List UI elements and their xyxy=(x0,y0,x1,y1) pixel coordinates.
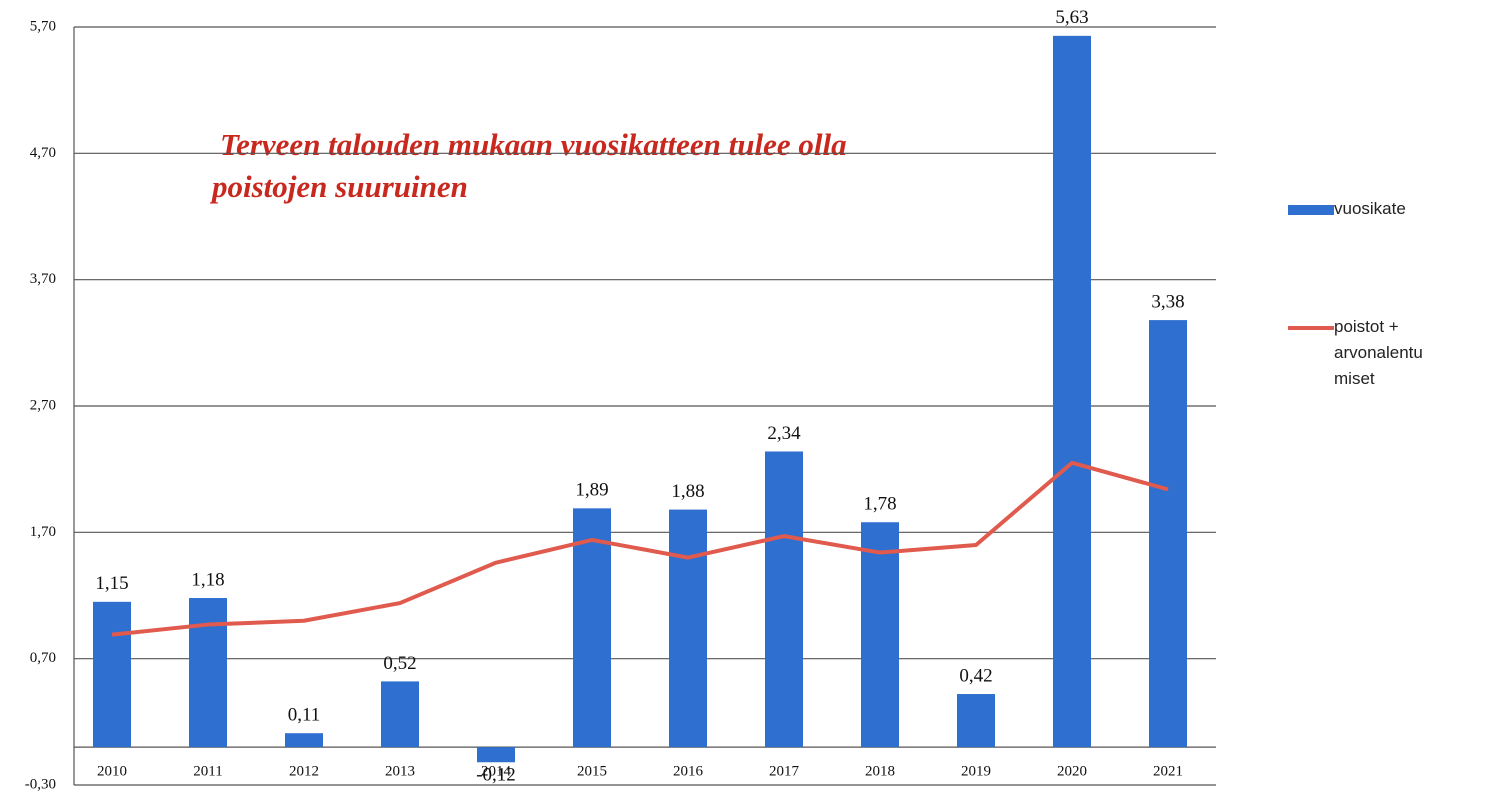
data-label: 3,38 xyxy=(1151,291,1184,312)
bar xyxy=(669,509,707,748)
data-label: 2,34 xyxy=(767,423,801,444)
bar xyxy=(1149,320,1187,748)
bar xyxy=(1053,35,1091,748)
bar xyxy=(285,733,323,748)
data-label: 1,18 xyxy=(191,569,224,590)
data-label: 0,52 xyxy=(383,653,416,674)
x-tick-label: 2021 xyxy=(1153,763,1183,779)
x-tick-label: 2013 xyxy=(385,763,415,779)
x-tick-label: 2010 xyxy=(97,763,127,779)
annotation: Terveen talouden mukaan vuosikatteen tul… xyxy=(220,127,847,162)
x-tick-label: 2018 xyxy=(865,763,895,779)
bar xyxy=(477,747,515,763)
legend-swatch xyxy=(1288,205,1334,215)
y-tick-label: 1,70 xyxy=(30,524,56,540)
data-label: -0,12 xyxy=(476,765,516,786)
bar xyxy=(93,601,131,748)
grid xyxy=(74,26,1216,786)
x-tick-label: 2011 xyxy=(193,763,222,779)
legend-item: vuosikate xyxy=(1288,196,1434,222)
x-tick-label: 2012 xyxy=(289,763,319,779)
bar xyxy=(189,598,227,748)
y-tick-label: 5,70 xyxy=(30,18,56,34)
y-tick-label: 2,70 xyxy=(30,397,56,413)
legend-label: poistot + arvonalentumiset xyxy=(1334,317,1423,388)
legend-swatch xyxy=(1288,326,1334,330)
data-label: 0,42 xyxy=(959,665,992,686)
x-tick-label: 2015 xyxy=(577,763,607,779)
x-tick-label: 2016 xyxy=(673,763,704,779)
data-label: 1,78 xyxy=(863,494,896,515)
annotation: poistojen suuruinen xyxy=(209,169,468,204)
bar xyxy=(861,522,899,748)
legend-label: vuosikate xyxy=(1334,199,1406,218)
x-tick-label: 2020 xyxy=(1057,763,1087,779)
data-label: 5,63 xyxy=(1055,7,1088,28)
bar xyxy=(957,694,995,748)
y-tick-label: 3,70 xyxy=(30,271,56,287)
legend-item: poistot + arvonalentumiset xyxy=(1288,314,1434,392)
y-tick-label: 0,70 xyxy=(30,650,56,666)
y-tick-label: 4,70 xyxy=(30,145,56,161)
line xyxy=(111,460,1169,637)
data-label: 1,88 xyxy=(671,481,704,502)
data-label: 1,89 xyxy=(575,480,608,501)
bar xyxy=(765,451,803,748)
data-label: 0,11 xyxy=(288,705,321,726)
bar xyxy=(381,681,419,748)
bar xyxy=(573,508,611,748)
y-tick-label: -0,30 xyxy=(25,776,56,792)
x-tick-label: 2019 xyxy=(961,763,991,779)
x-tick-label: 2014 xyxy=(481,763,512,779)
x-tick-label: 2017 xyxy=(769,763,800,779)
data-label: 1,15 xyxy=(95,573,128,594)
